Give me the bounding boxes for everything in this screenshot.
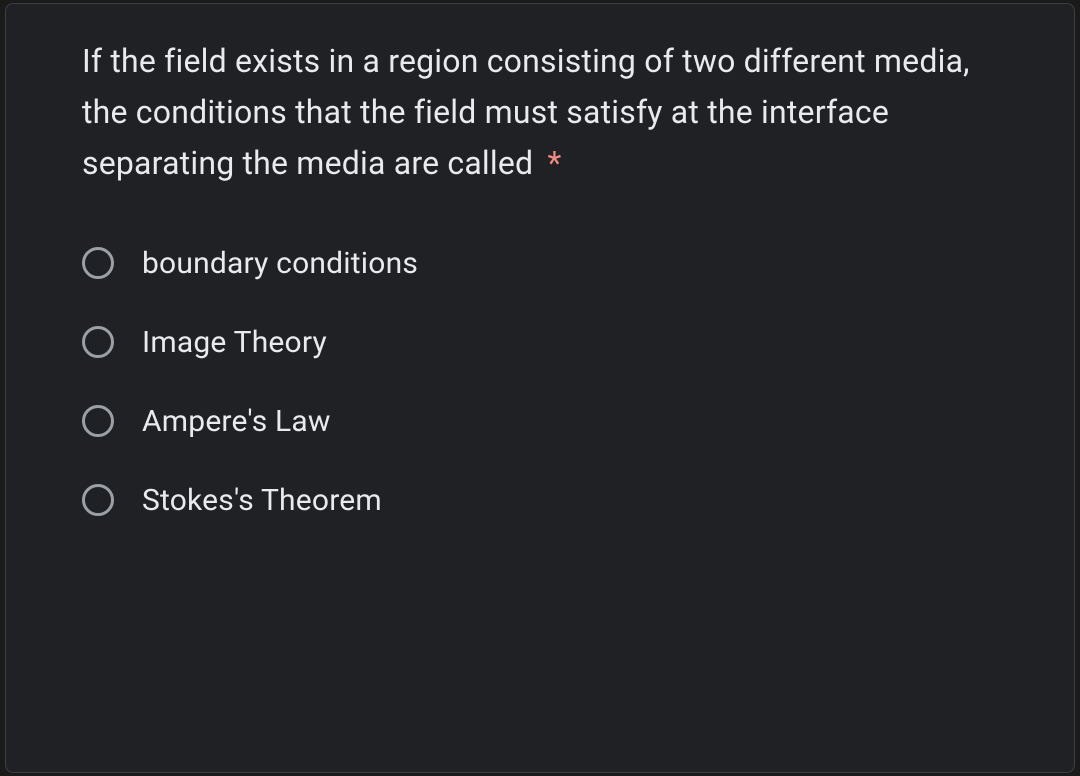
radio-icon — [82, 484, 114, 516]
option-label: Stokes's Theorem — [142, 483, 382, 518]
option-label: Image Theory — [142, 325, 327, 360]
required-marker: * — [547, 144, 561, 182]
option-stokes-theorem[interactable]: Stokes's Theorem — [82, 483, 1046, 518]
option-boundary-conditions[interactable]: boundary conditions — [82, 246, 1046, 281]
radio-icon — [82, 326, 114, 358]
option-image-theory[interactable]: Image Theory — [82, 325, 1046, 360]
radio-icon — [82, 247, 114, 279]
question-card: If the field exists in a region consisti… — [5, 3, 1075, 773]
question-text-container: If the field exists in a region consisti… — [82, 36, 998, 190]
options-list: boundary conditions Image Theory Ampere'… — [82, 246, 1046, 518]
option-label: boundary conditions — [142, 246, 418, 281]
question-text: If the field exists in a region consisti… — [82, 42, 970, 182]
option-label: Ampere's Law — [142, 404, 331, 439]
option-amperes-law[interactable]: Ampere's Law — [82, 404, 1046, 439]
radio-icon — [82, 405, 114, 437]
